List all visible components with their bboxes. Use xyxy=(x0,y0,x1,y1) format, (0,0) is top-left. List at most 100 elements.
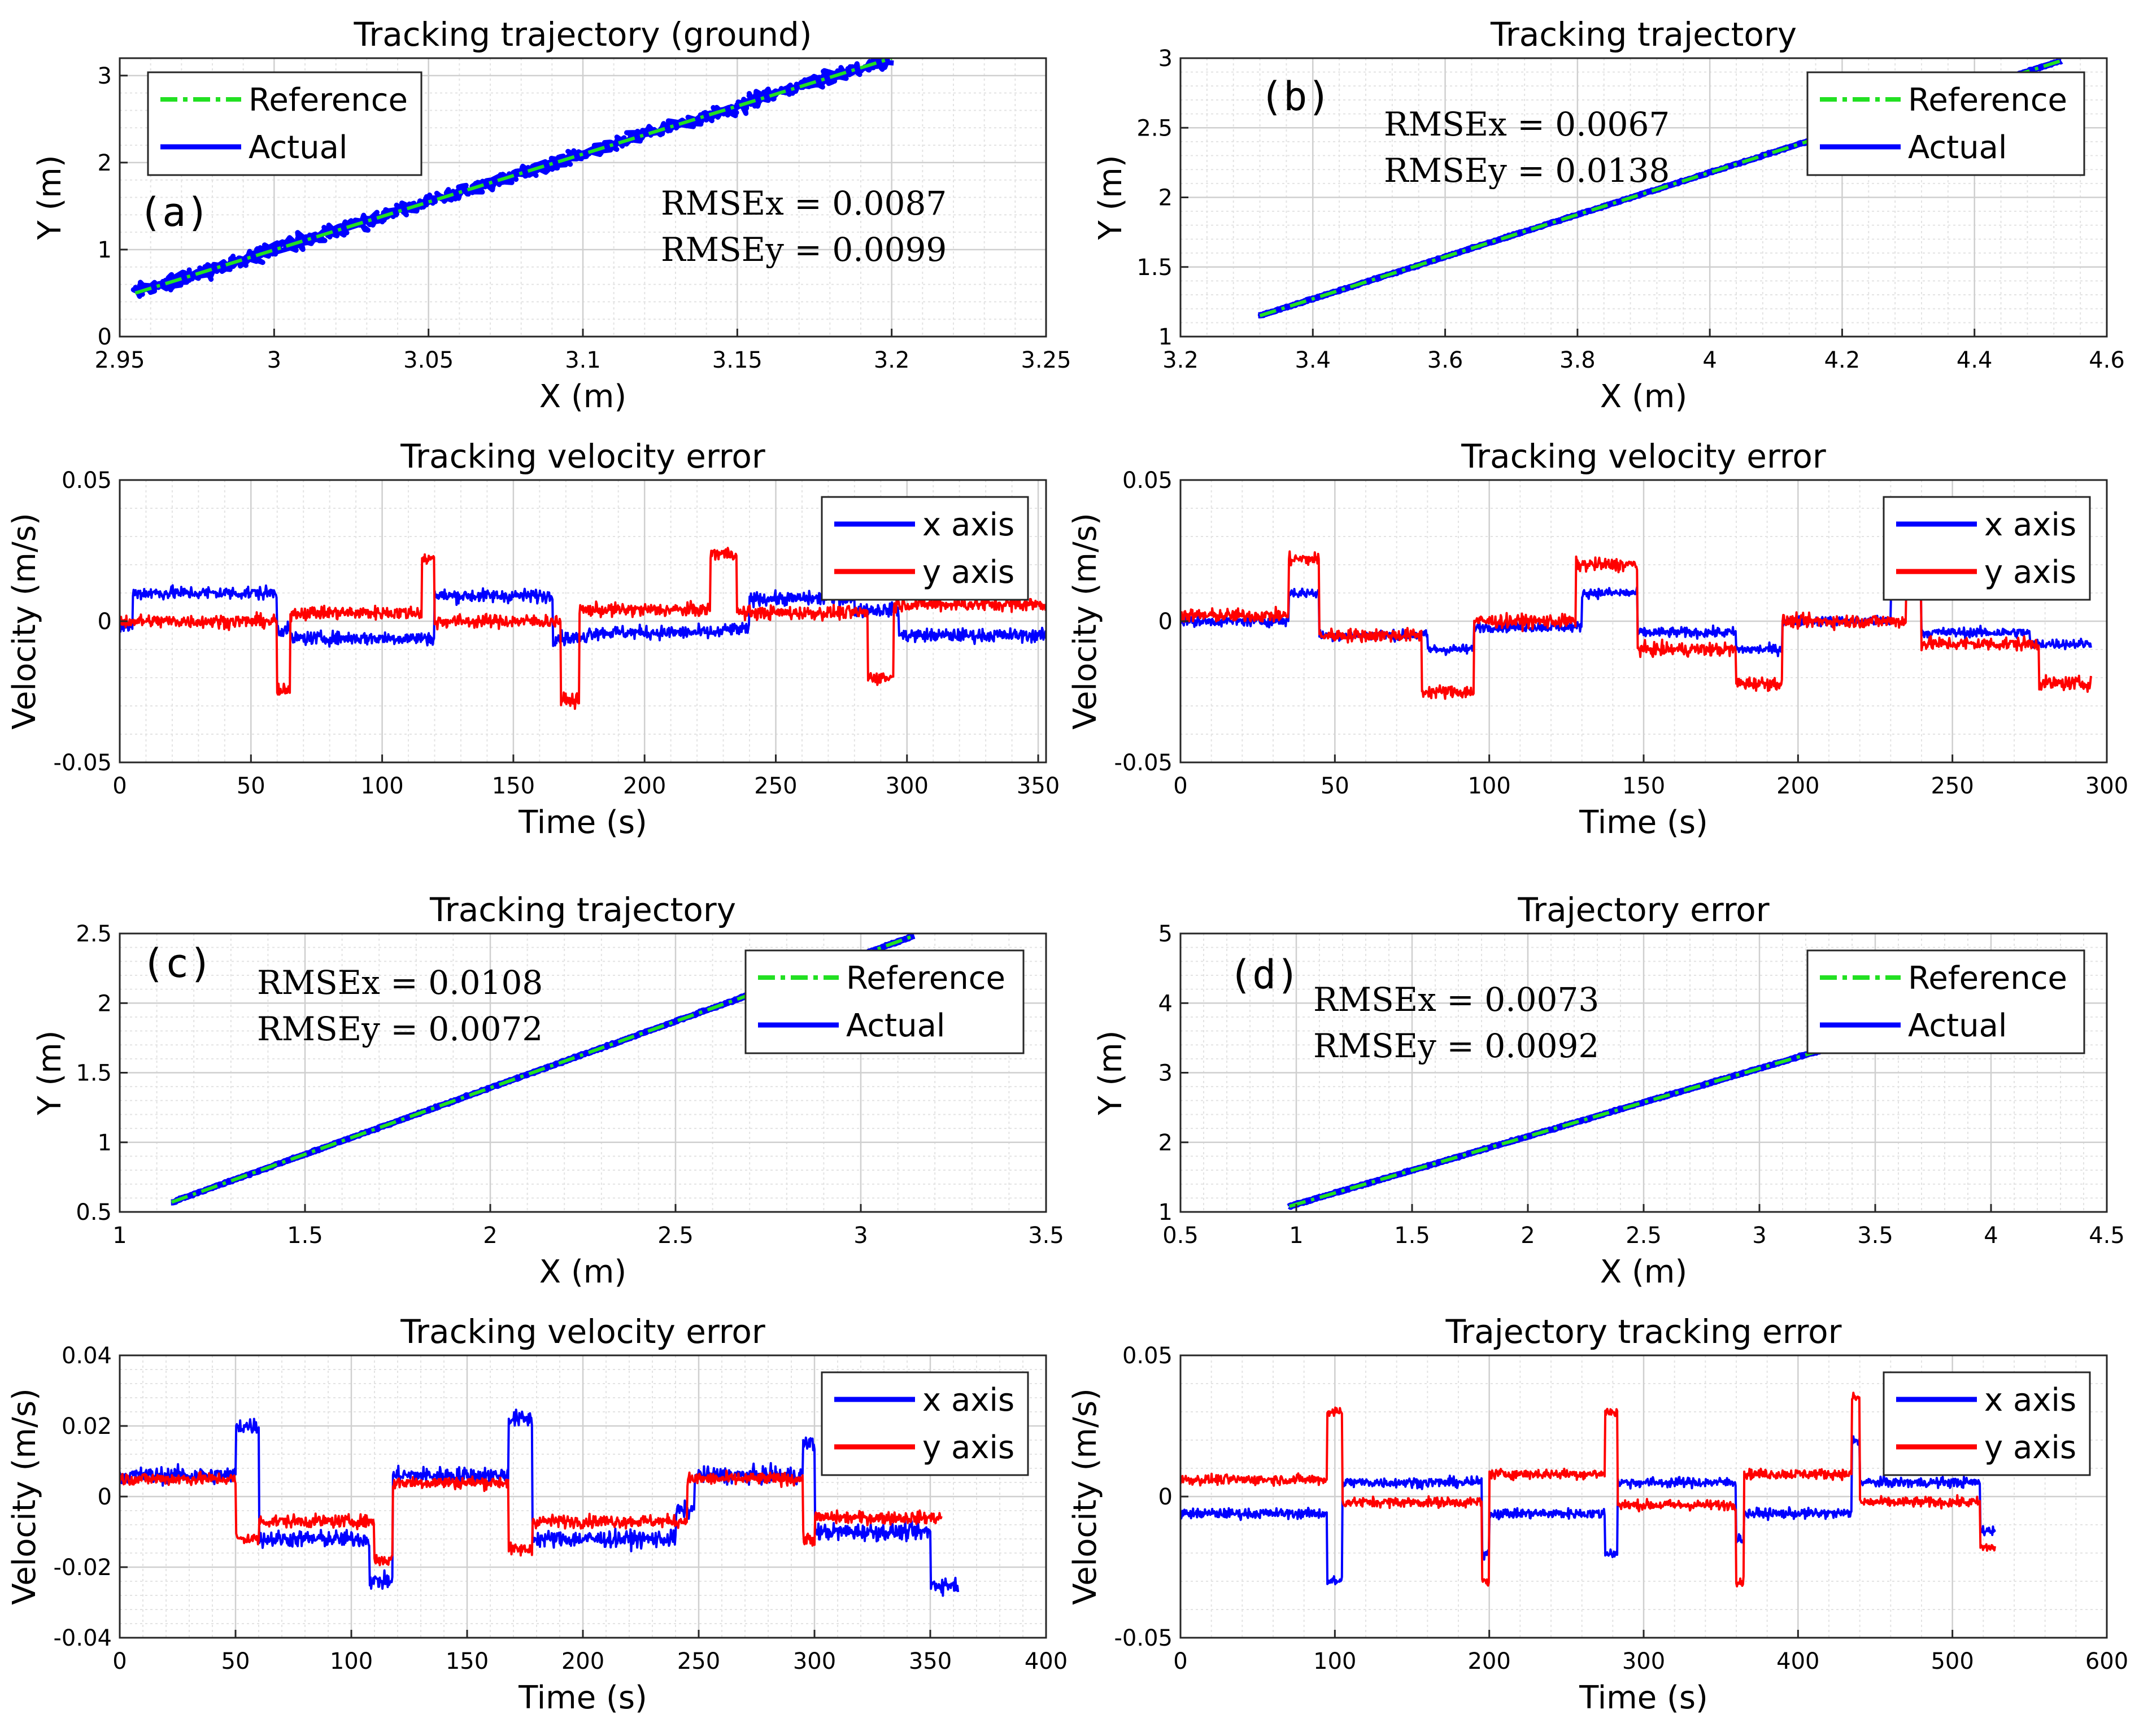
y-axis-label: Y (m) xyxy=(32,1030,68,1115)
rmse-annotation: RMSEy = 0.0099 xyxy=(661,230,947,269)
x-tick-label: 350 xyxy=(909,1648,952,1674)
legend-box xyxy=(1806,949,2085,1054)
x-tick-label: 300 xyxy=(793,1648,836,1674)
x-tick-label: 100 xyxy=(1467,773,1510,799)
x-tick-label: 3.5 xyxy=(1857,1223,1893,1249)
x-tick-label: 0.5 xyxy=(1162,1223,1199,1249)
y-tick-label: 2 xyxy=(1158,1130,1173,1156)
x-tick-label: 100 xyxy=(360,773,403,799)
y-tick-label: 0 xyxy=(1158,1484,1173,1510)
legend-label: y axis xyxy=(1984,554,2076,591)
rmse-annotation: RMSEx = 0.0073 xyxy=(1313,980,1599,1019)
x-tick-label: 3.6 xyxy=(1427,347,1463,373)
series-line-reference xyxy=(134,58,892,295)
y-tick-label: 0 xyxy=(1158,609,1173,635)
x-tick-label: 300 xyxy=(2085,773,2128,799)
x-tick-label: 200 xyxy=(623,773,666,799)
y-tick-label: 3 xyxy=(1158,46,1173,72)
x-tick-label: 3.4 xyxy=(1295,347,1331,373)
y-tick-label: 1 xyxy=(1158,1200,1173,1225)
x-axis-label: Time (s) xyxy=(1579,1680,1708,1716)
legend-box xyxy=(1883,496,2091,601)
chart-title: Tracking velocity error xyxy=(1461,437,1826,476)
series-layer xyxy=(1180,550,2092,700)
y-tick-label: 2 xyxy=(98,150,112,176)
x-tick-label: 2.5 xyxy=(1626,1223,1662,1249)
legend-label: Actual xyxy=(1908,129,2007,166)
y-tick-label: 0 xyxy=(98,609,112,635)
legend-box xyxy=(1883,1371,2091,1476)
y-axis-label: Velocity (m/s) xyxy=(6,513,43,730)
legend-label: Actual xyxy=(249,129,347,166)
x-tick-label: 2.95 xyxy=(94,347,145,373)
legend-label: x axis xyxy=(922,507,1014,543)
y-tick-label: 3 xyxy=(1158,1061,1173,1087)
y-tick-label: 0 xyxy=(98,1484,112,1510)
x-axis-label: X (m) xyxy=(1600,1254,1687,1290)
x-tick-label: 150 xyxy=(1622,773,1665,799)
series-layer xyxy=(130,58,894,299)
y-axis-label: Velocity (m/s) xyxy=(1067,1388,1104,1605)
y-axis-label: Velocity (m/s) xyxy=(6,1388,43,1605)
x-tick-label: 400 xyxy=(1025,1648,1068,1674)
y-tick-label: 3 xyxy=(98,63,112,89)
panel-a-trajectory: 2.95 3 3.05 3.1 3.15 3.2 3.25 0 1 2 3 Tracking traj… xyxy=(32,15,1071,415)
x-tick-label: 600 xyxy=(2085,1648,2128,1674)
x-tick-label: 50 xyxy=(221,1648,250,1674)
series-layer xyxy=(120,1408,960,1597)
x-axis-label: Time (s) xyxy=(1579,804,1708,841)
x-tick-label: 2.5 xyxy=(657,1223,694,1249)
y-tick-label: -0.05 xyxy=(1114,1625,1173,1651)
chart-title: Trajectory tracking error xyxy=(1445,1312,1842,1351)
panel-label: (d) xyxy=(1228,952,1300,998)
chart-title: Tracking trajectory xyxy=(429,891,736,929)
y-tick-label: 2 xyxy=(1158,185,1173,211)
legend-label: Reference xyxy=(846,960,1005,997)
x-tick-label: 3 xyxy=(1752,1223,1766,1249)
x-tick-label: 500 xyxy=(1931,1648,1974,1674)
x-tick-label: 0 xyxy=(1173,1648,1187,1674)
x-tick-label: 200 xyxy=(1467,1648,1510,1674)
legend: x axis y axis xyxy=(821,1371,1029,1476)
series-layer xyxy=(120,547,1046,710)
chart-title: Tracking velocity error xyxy=(400,1312,765,1351)
series-line-y-axis xyxy=(120,1469,943,1567)
legend-label: Reference xyxy=(1908,82,2067,119)
panel-c-velocity: 0 50 100 150 200 250 300 350 400 -0.04 -0.02 0 0.02 0… xyxy=(6,1312,1068,1716)
x-tick-label: 4.4 xyxy=(1957,347,1993,373)
legend-box xyxy=(1806,71,2085,176)
y-tick-label: 1.5 xyxy=(76,1061,112,1087)
x-tick-label: 0 xyxy=(112,773,127,799)
y-tick-label: 0 xyxy=(98,324,112,350)
y-tick-label: 2 xyxy=(98,991,112,1017)
x-tick-label: 250 xyxy=(754,773,797,799)
series-layer xyxy=(1286,1031,1877,1210)
x-tick-label: 3.05 xyxy=(403,347,454,373)
rmse-annotation: RMSEx = 0.0087 xyxy=(661,184,947,223)
x-tick-label: 100 xyxy=(1313,1648,1356,1674)
series-layer xyxy=(1180,1392,1996,1587)
legend: Reference Actual xyxy=(1806,949,2085,1054)
y-tick-label: 2.5 xyxy=(76,921,112,947)
legend: x axis y axis xyxy=(1883,496,2091,601)
legend-label: y axis xyxy=(922,1429,1014,1466)
legend-box xyxy=(744,949,1025,1054)
series-line-y-axis xyxy=(1180,1392,1996,1587)
y-tick-label: 0.04 xyxy=(62,1343,112,1369)
x-tick-label: 50 xyxy=(1321,773,1349,799)
x-tick-label: 3.15 xyxy=(712,347,763,373)
x-tick-label: 2 xyxy=(1521,1223,1535,1249)
x-tick-label: 3.1 xyxy=(565,347,601,373)
x-tick-label: 150 xyxy=(492,773,535,799)
x-tick-label: 4 xyxy=(1984,1223,1998,1249)
x-axis-label: X (m) xyxy=(1600,378,1687,415)
y-tick-label: 0.02 xyxy=(62,1414,112,1440)
x-tick-label: 200 xyxy=(561,1648,604,1674)
panel-b-trajectory: 3.2 3.4 3.6 3.8 4 4.2 4.4 4.6 1 1.5 2 2.5 3 Tracking … xyxy=(1092,15,2125,415)
x-tick-label: 400 xyxy=(1776,1648,1819,1674)
x-axis-label: X (m) xyxy=(539,1254,626,1290)
series-line-y-axis xyxy=(120,547,1046,710)
y-tick-label: 0.5 xyxy=(76,1200,112,1225)
x-tick-label: 2 xyxy=(483,1223,497,1249)
